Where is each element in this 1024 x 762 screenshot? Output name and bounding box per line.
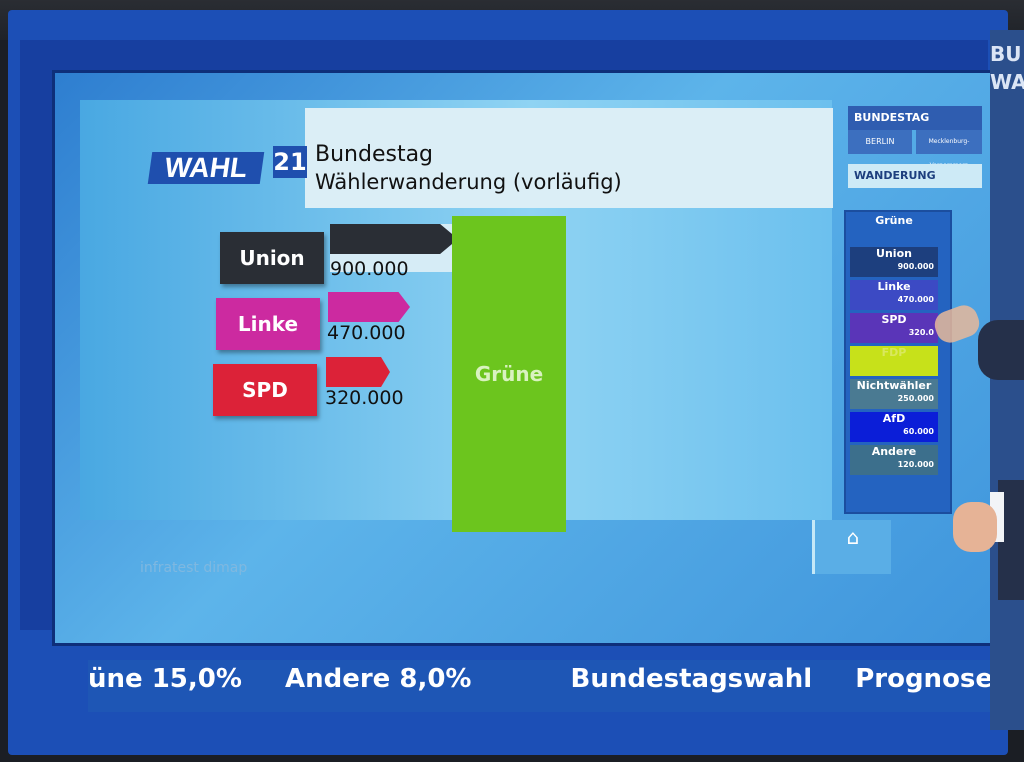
- ticker-item: Andere 8,0%: [284, 664, 472, 694]
- flow-arrow-linke: [328, 292, 410, 322]
- ticker-item: üne 15,0%: [88, 664, 242, 694]
- side-item-label: AfD: [882, 412, 906, 425]
- flow-amount-linke: 470.000: [327, 322, 406, 344]
- side-item-label: SPD: [881, 313, 907, 326]
- side-item-label: Nichtwähler: [856, 379, 932, 392]
- side-item-linke[interactable]: Linke 470.000: [850, 280, 938, 310]
- side-item-value: 60.000: [903, 427, 934, 436]
- side-item-label: FDP: [881, 346, 907, 359]
- tab-berlin[interactable]: BERLIN: [848, 130, 912, 154]
- tab-mecklenburg[interactable]: Mecklenburg-Vorpommern: [916, 130, 982, 169]
- wahl-number: 21: [273, 146, 307, 178]
- side-item-value: 470.000: [897, 295, 934, 304]
- ticker-item: Bundestagswahl: [570, 664, 813, 694]
- corner-text-line: WA: [990, 70, 1024, 94]
- flow-arrow-union: [330, 224, 458, 254]
- tab-bundestag[interactable]: BUNDESTAG: [848, 106, 982, 130]
- news-ticker: üne 15,0% Andere 8,0% Bundestagswahl Pro…: [88, 660, 992, 712]
- side-item-value: 250.000: [897, 394, 934, 403]
- side-item-label: Andere: [871, 445, 917, 458]
- flow-amount-spd: 320.000: [325, 387, 404, 409]
- presenter-hand-2: [953, 502, 997, 552]
- side-item-value: 320.0: [908, 328, 934, 337]
- side-item-union[interactable]: Union 900.000: [850, 247, 938, 277]
- side-item-value: 900.000: [897, 262, 934, 271]
- corner-text: BU WA: [990, 40, 1024, 96]
- title-bar: [305, 108, 833, 208]
- target-label: Grüne: [474, 362, 544, 386]
- party-label-union: Union: [220, 232, 324, 284]
- party-label-spd: SPD: [213, 364, 317, 416]
- source-credit: infratest dimap: [140, 560, 248, 576]
- flow-amount-union: 900.000: [330, 258, 409, 280]
- wahl-logo: WAHL: [147, 152, 265, 184]
- side-item-value: 120.000: [897, 460, 934, 469]
- side-item-label: Grüne: [875, 214, 913, 227]
- side-item-andere[interactable]: Andere 120.000: [850, 445, 938, 475]
- tab-wanderung[interactable]: WANDERUNG: [848, 164, 982, 188]
- side-item-spd[interactable]: SPD 320.0: [850, 313, 938, 343]
- page-subtitle: Wählerwanderung (vorläufig): [315, 170, 622, 194]
- side-item-gruene[interactable]: Grüne: [850, 214, 938, 244]
- side-item-fdp[interactable]: FDP: [850, 346, 938, 376]
- home-icon: ⌂: [846, 525, 860, 549]
- side-item-label: Union: [876, 247, 912, 260]
- ticker-item: Prognose: [855, 664, 992, 694]
- side-item-nichtwaehler[interactable]: Nichtwähler 250.000: [850, 379, 938, 409]
- side-item-afd[interactable]: AfD 60.000: [850, 412, 938, 442]
- flow-arrow-spd: [326, 357, 390, 387]
- corner-text-line: BU: [990, 42, 1022, 66]
- target-bar-gruene: Grüne: [452, 216, 566, 532]
- side-item-label: Linke: [877, 280, 911, 293]
- presenter-arm: [978, 320, 1024, 380]
- home-button[interactable]: ⌂: [812, 520, 891, 574]
- ticker-strip: üne 15,0% Andere 8,0% Bundestagswahl Pro…: [88, 664, 992, 694]
- page-title: Bundestag: [315, 142, 434, 167]
- studio-screen-edge: [990, 30, 1024, 730]
- party-label-linke: Linke: [216, 298, 320, 350]
